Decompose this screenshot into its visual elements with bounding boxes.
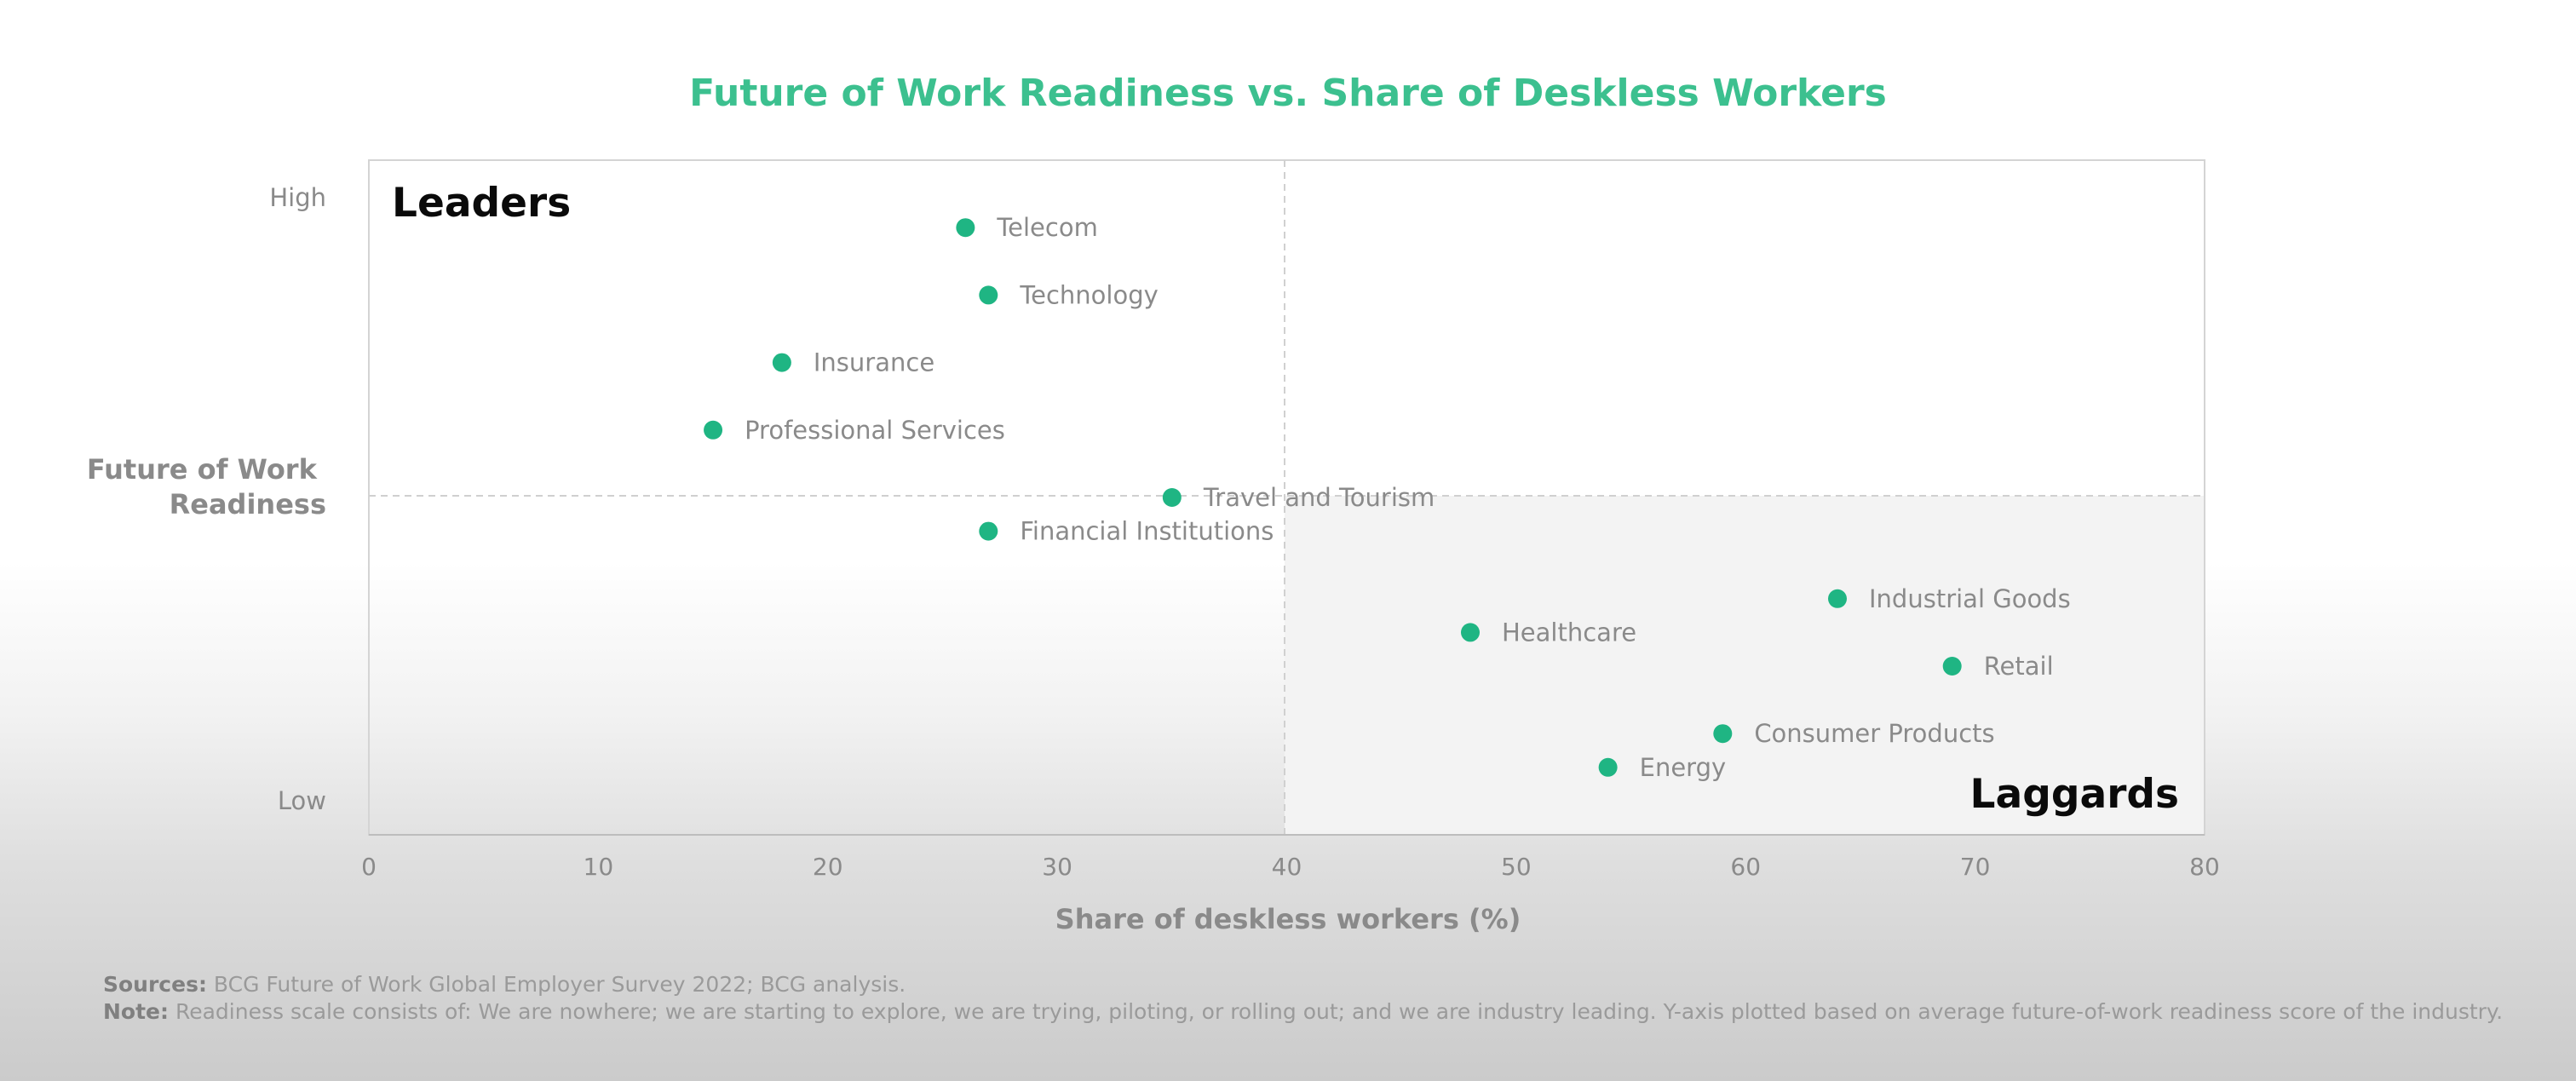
y-tick-label-high: High [269, 183, 326, 212]
data-point-label: Telecom [996, 213, 1097, 242]
x-axis-label: Share of deskless workers (%) [1055, 903, 1521, 935]
data-point-label: Healthcare [1502, 618, 1636, 647]
note-label: Note: [103, 999, 170, 1024]
data-point-label: Travel and Tourism [1203, 483, 1435, 512]
y-axis-label: Future of Work Readiness [87, 453, 326, 520]
data-point-label: Professional Services [745, 416, 1005, 445]
x-tick-label: 50 [1501, 853, 1532, 881]
data-point-label: Insurance [814, 348, 934, 377]
data-point [772, 353, 791, 372]
data-point-label: Technology [1019, 280, 1158, 309]
data-point [704, 420, 723, 440]
y-axis-label-line-1: Future of Work [87, 453, 318, 486]
y-axis-label-line-2: Readiness [170, 488, 326, 520]
data-point-label: Retail [1984, 652, 2054, 681]
sources-label: Sources: [103, 972, 207, 997]
data-point [1162, 488, 1182, 507]
data-point-label: Consumer Products [1754, 719, 1994, 748]
data-point [1828, 589, 1847, 608]
y-tick-label-low: Low [278, 786, 326, 815]
x-tick-label: 70 [1960, 853, 1991, 881]
x-tick-label: 0 [361, 853, 377, 881]
data-points: Telecom Technology Insurance Professional S… [704, 213, 2071, 782]
x-tick-label: 30 [1042, 853, 1072, 881]
chart-footer: Sources: BCG Future of Work Global Emplo… [103, 971, 2539, 1026]
note-text: Readiness scale consists of: We are nowh… [175, 999, 2504, 1024]
note-line: Note: Readiness scale consists of: We ar… [103, 998, 2539, 1026]
data-point-label: Industrial Goods [1869, 584, 2071, 613]
x-tick-label: 60 [1730, 853, 1761, 881]
data-point [956, 218, 975, 238]
laggards-quadrant-shade [1285, 496, 2205, 835]
quadrant-label-laggards: Laggards [1970, 771, 2179, 818]
data-point [979, 285, 998, 305]
data-point [1461, 623, 1480, 642]
x-tick-label: 10 [584, 853, 614, 881]
data-point-label: Energy [1640, 753, 1727, 782]
x-tick-label: 80 [2189, 853, 2220, 881]
data-point-label: Financial Institutions [1020, 517, 1274, 546]
x-tick-label: 20 [813, 853, 843, 881]
x-tick-label: 40 [1272, 853, 1302, 881]
data-point [1598, 757, 1618, 777]
chart-title: Future of Work Readiness vs. Share of De… [689, 72, 1887, 115]
sources-text: BCG Future of Work Global Employer Surve… [213, 972, 906, 997]
quadrant-label-leaders: Leaders [392, 180, 571, 227]
data-point [1713, 724, 1733, 744]
x-tick-labels: 0 10 20 30 40 50 60 70 80 [361, 853, 2220, 881]
data-point [979, 521, 998, 541]
sources-line: Sources: BCG Future of Work Global Emplo… [103, 971, 2539, 998]
data-point [1942, 657, 1962, 676]
